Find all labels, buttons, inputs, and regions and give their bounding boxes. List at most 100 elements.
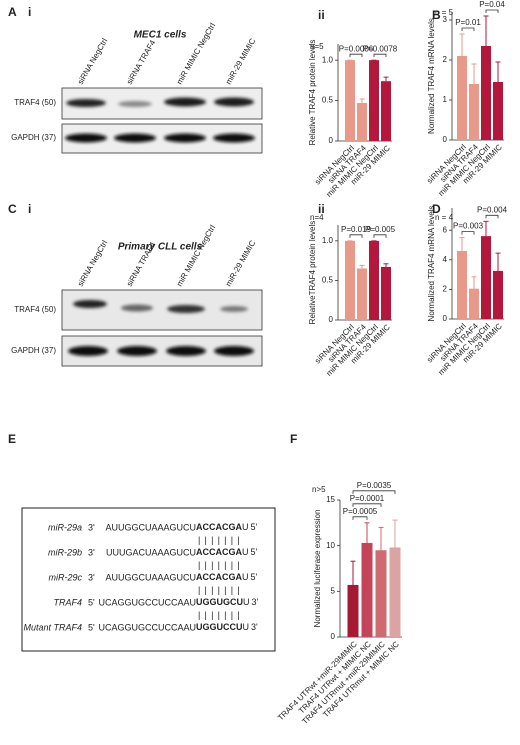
bar xyxy=(389,547,401,637)
y-tick-label: 0 xyxy=(443,314,448,323)
bar xyxy=(381,266,391,320)
y-tick-label: 10 xyxy=(326,541,335,550)
rna-name: miR-29c xyxy=(48,572,82,582)
comparison-bracket xyxy=(349,53,363,58)
rna-core-group: UGGUCCUU 3' xyxy=(196,622,258,632)
comparison-bracket xyxy=(485,9,499,13)
comparison-label: P=0.01 xyxy=(455,18,481,27)
y-tick-label: 5 xyxy=(331,586,336,595)
rna-end: 5' xyxy=(251,547,258,557)
y-tick-label: 0.5 xyxy=(322,276,334,285)
rna-start: 3' xyxy=(88,572,95,582)
y-tick-label: 1.0 xyxy=(322,55,334,64)
rna-core-group: UGGUGCUU 3' xyxy=(196,597,259,607)
rna-name: TRAF4 xyxy=(53,597,82,607)
y-tick-label: 0.5 xyxy=(322,96,334,105)
comparison-bracket xyxy=(352,503,382,507)
y-axis-label: Normalized TRAF4 mRNA levels xyxy=(427,206,436,322)
bar xyxy=(493,82,503,140)
rna-core: UGGUCCU xyxy=(196,622,243,632)
bar xyxy=(481,236,491,319)
bar xyxy=(357,268,367,320)
row-label: GAPDH (37) xyxy=(11,133,56,142)
rna-tail: U xyxy=(242,547,249,557)
rna-core-group: ACCACGAU 5' xyxy=(196,547,258,557)
panel-label: ii xyxy=(318,8,325,22)
panel-label: ii xyxy=(318,202,325,216)
y-tick-label: 2 xyxy=(443,285,448,294)
bar xyxy=(369,240,379,320)
bar xyxy=(469,84,479,140)
bar xyxy=(493,270,503,319)
row-label: GAPDH (37) xyxy=(11,346,56,355)
lane-label: siRNA NegCtrl xyxy=(76,37,110,86)
comparison-label: P=0.0035 xyxy=(357,481,392,490)
base-pairing: ||||||| xyxy=(198,560,244,570)
y-tick-label: 4 xyxy=(443,255,448,264)
comparison-bracket xyxy=(485,214,499,219)
comparison-label: P=0.0078 xyxy=(363,44,398,53)
panel-label: F xyxy=(290,432,297,446)
bar xyxy=(345,60,355,141)
bar xyxy=(381,81,391,141)
panel-label: E xyxy=(8,432,16,446)
comparison-label: P=0.004 xyxy=(477,205,508,214)
lane-label: miR-29 MIMIC xyxy=(224,239,258,288)
bar xyxy=(481,46,491,140)
panel-label: i xyxy=(28,5,31,19)
sequence-box xyxy=(21,507,276,652)
bar xyxy=(457,250,467,319)
rna-start: 3' xyxy=(88,547,95,557)
rna-end: 5' xyxy=(251,572,258,582)
rna-core-group: ACCACGAU 5' xyxy=(196,522,258,532)
y-axis-label: Relative TRAF4 protein levels xyxy=(308,40,317,146)
rna-start: 5' xyxy=(88,622,95,632)
annotation: n=4 xyxy=(310,213,324,222)
y-tick-label: 2 xyxy=(443,55,448,64)
rna-core: ACCACGA xyxy=(196,572,242,582)
comparison-bracket xyxy=(373,53,387,58)
comparison-bracket xyxy=(352,516,368,520)
panel-label: A xyxy=(8,5,17,19)
rna-end: 3' xyxy=(251,622,258,632)
y-axis-label: Normalized TRAF4 mRNA levels xyxy=(427,18,436,134)
panel-label: B xyxy=(432,8,441,22)
blot-title: MEC1 cells xyxy=(134,30,187,41)
row-label: TRAF4 (50) xyxy=(14,305,56,314)
rna-tail: U xyxy=(243,597,250,607)
comparison-bracket xyxy=(461,231,475,235)
bar xyxy=(357,103,367,141)
row-label: TRAF4 (50) xyxy=(14,98,56,107)
rna-name: Mutant TRAF4 xyxy=(23,622,82,632)
comparison-label: P=0.005 xyxy=(365,225,396,234)
lane-label: siRNA NegCtrl xyxy=(76,239,110,288)
annotation: n = 5 xyxy=(435,8,454,17)
y-tick-label: 1 xyxy=(443,95,448,104)
y-tick-label: 6 xyxy=(443,225,448,234)
panel-label: i xyxy=(28,202,31,216)
y-tick-label: 0 xyxy=(331,632,336,641)
rna-end: 3' xyxy=(252,597,259,607)
y-tick-label: 3 xyxy=(443,15,448,24)
rna-seq: UCAGGUGCCUCCAAU xyxy=(98,622,196,632)
rna-seq: AUUGGCUAAAGUCU xyxy=(105,572,196,582)
annotation: n>5 xyxy=(312,485,326,494)
y-axis-label: Normalized luciferase expression xyxy=(313,510,322,628)
comparison-bracket xyxy=(373,234,387,238)
rna-tail: U xyxy=(242,522,249,532)
rna-core: UGGUGCU xyxy=(196,597,243,607)
rna-end: 5' xyxy=(251,522,258,532)
bar xyxy=(369,60,379,141)
lane-label: miR MIMIC NegCtrl xyxy=(175,223,218,288)
bar xyxy=(457,56,467,140)
lane-label: miR-29 MIMIC xyxy=(224,37,258,86)
base-pairing: ||||||| xyxy=(198,535,244,545)
bar xyxy=(375,550,387,637)
rna-tail: U xyxy=(243,622,250,632)
comparison-bracket xyxy=(349,234,363,238)
rna-core-group: ACCACGAU 5' xyxy=(196,572,258,582)
blot-title: Primary CLL cells xyxy=(118,242,203,253)
rna-core: ACCACGA xyxy=(196,547,242,557)
